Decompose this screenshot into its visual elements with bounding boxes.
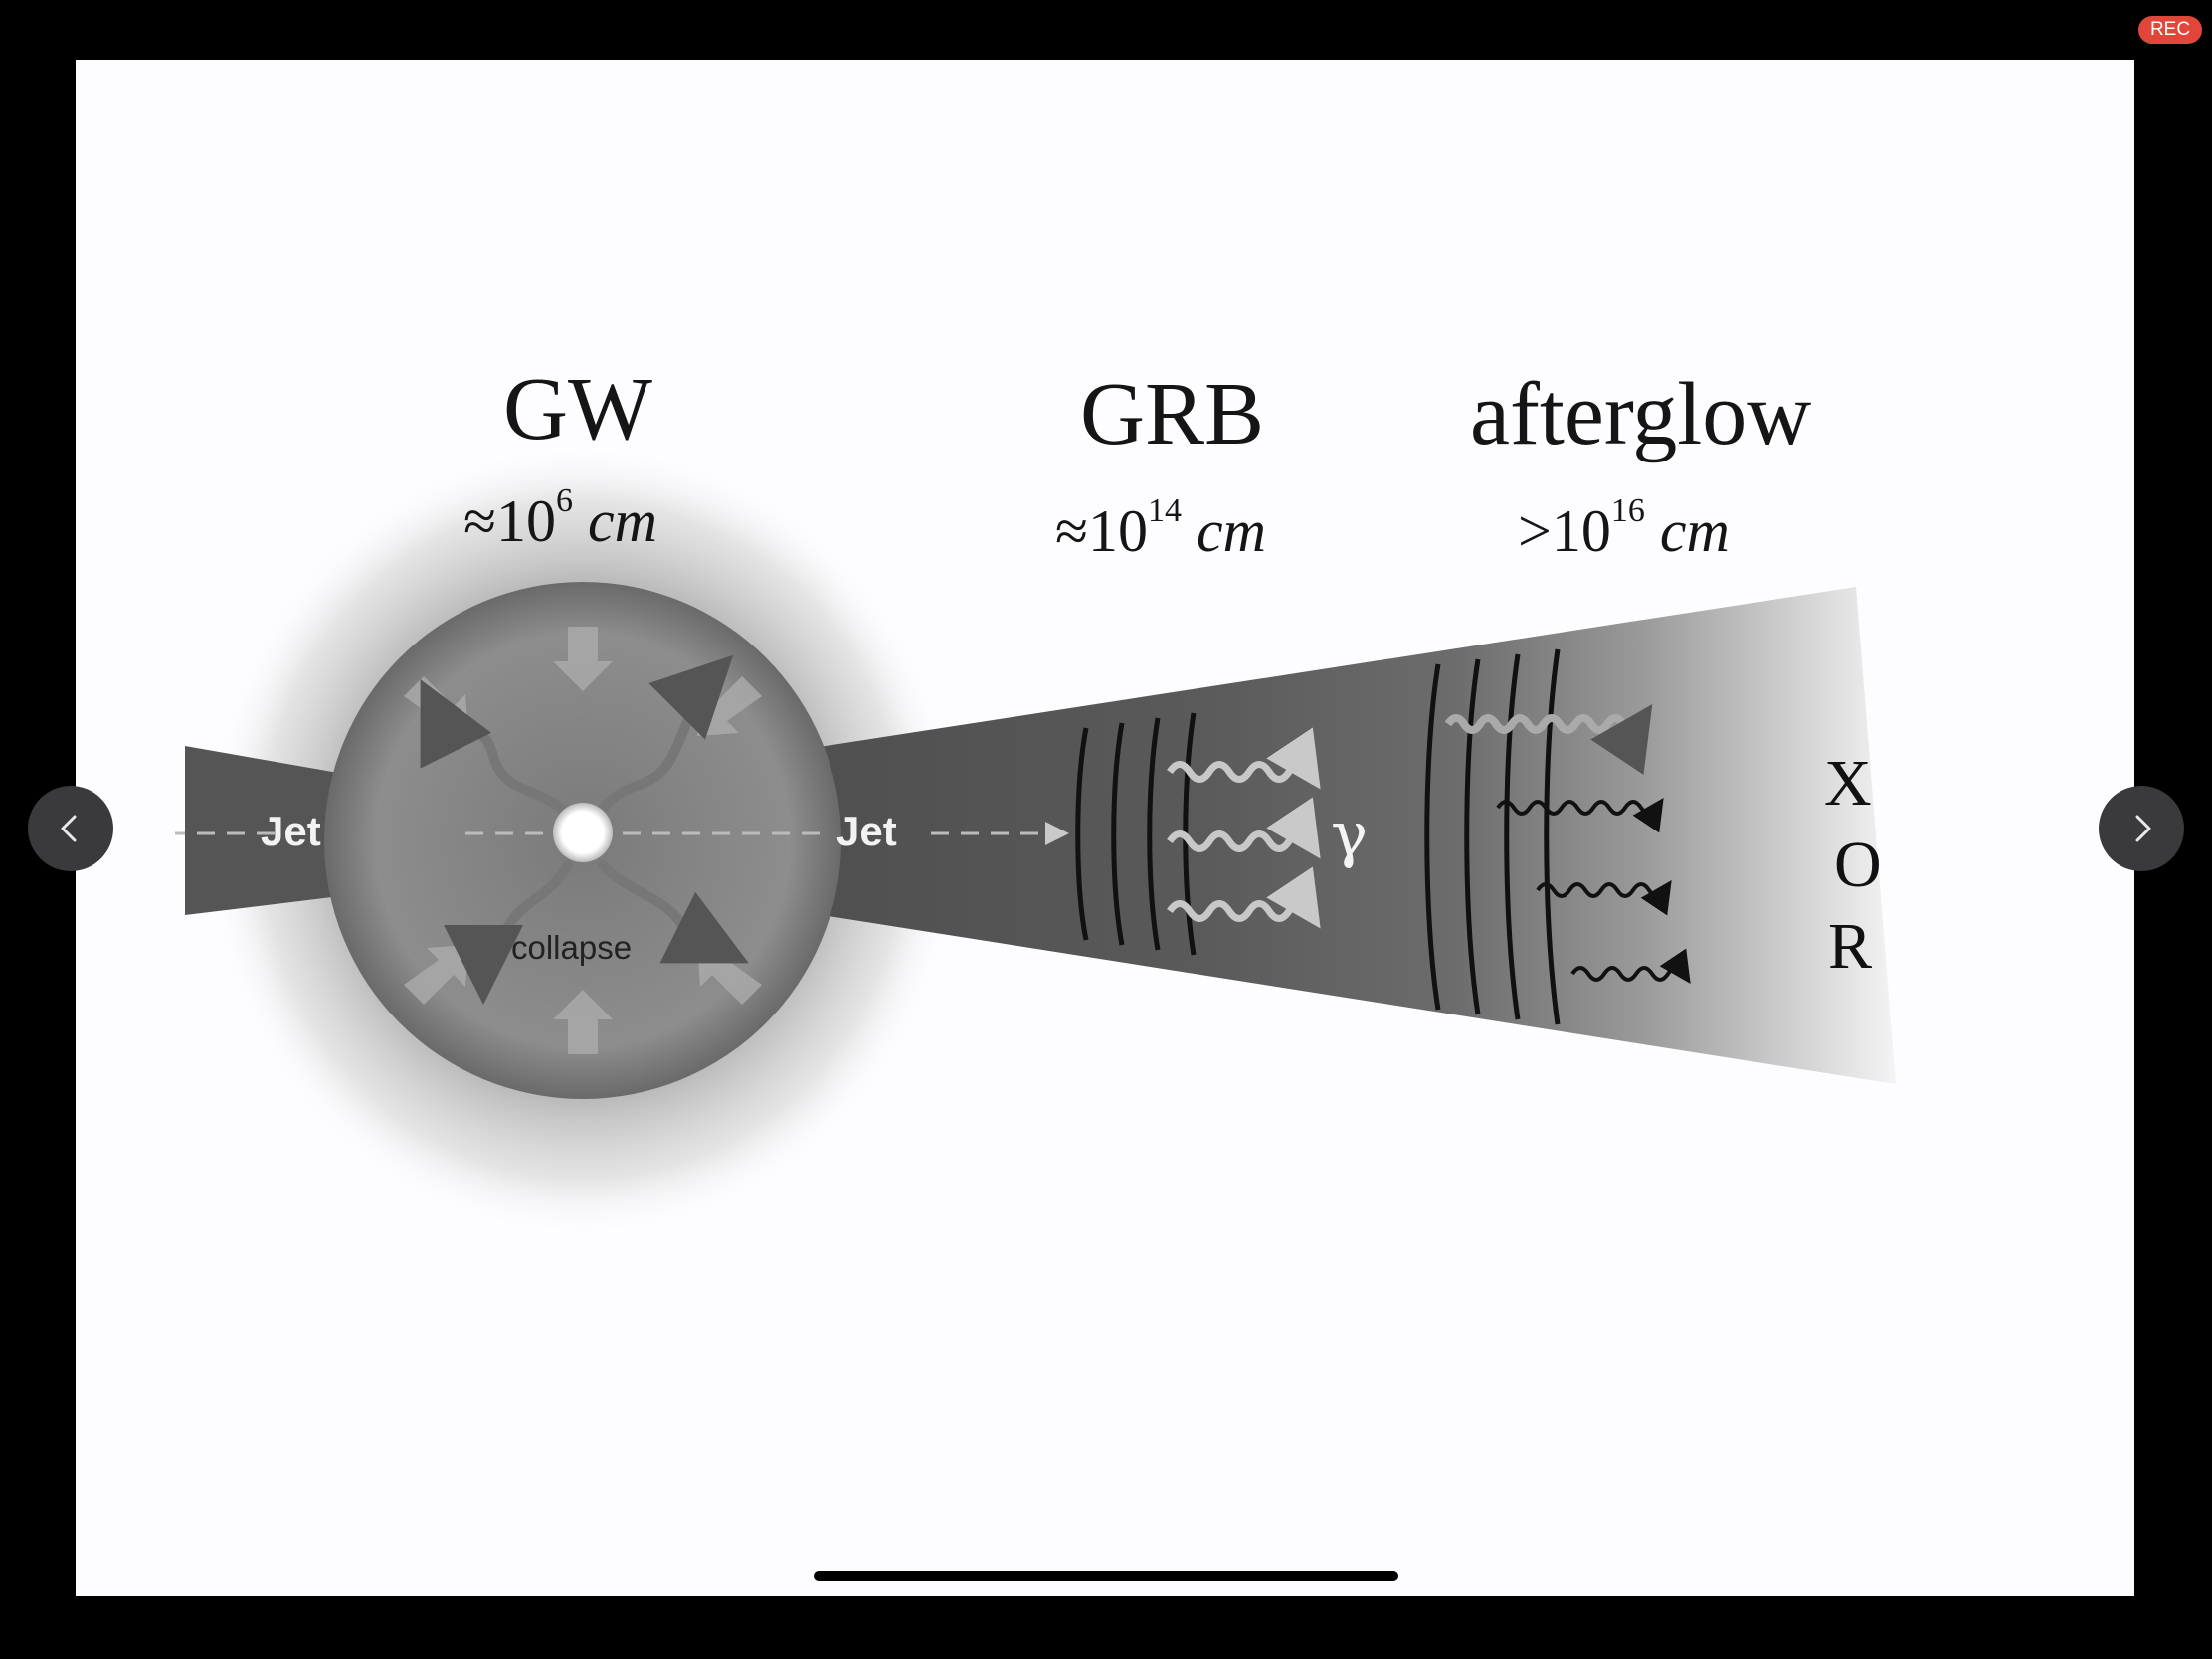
scale-exponent: 6 <box>555 482 573 519</box>
afterglow-arrows <box>1444 704 1691 984</box>
slide: GW ≈106 cm GRB ≈1014 cm afterglow >1016 … <box>76 60 2134 1596</box>
scale-exponent: 14 <box>1147 492 1182 529</box>
next-slide-button[interactable] <box>2099 786 2184 871</box>
scale-unit: cm <box>1196 498 1266 564</box>
home-indicator[interactable] <box>814 1571 1398 1581</box>
scale-unit: cm <box>587 488 657 554</box>
collapse-label: collapse <box>511 929 633 966</box>
stage-title-grb: GRB <box>1080 365 1265 463</box>
scale-exponent: 16 <box>1610 492 1645 529</box>
stage-scale-gw: ≈106 cm <box>463 484 657 556</box>
gamma-label: γ <box>1331 798 1369 870</box>
grb-diagram <box>175 443 1896 1238</box>
chevron-right-icon <box>2135 815 2151 842</box>
scale-unit: cm <box>1659 498 1730 564</box>
jet-label-left: Jet <box>261 808 321 854</box>
scale-prefix: ≈ <box>463 488 496 554</box>
central-engine <box>553 803 613 862</box>
scale-base: 10 <box>1551 498 1611 564</box>
band-label-x: X <box>1824 747 1872 820</box>
recording-badge: REC <box>2138 16 2202 44</box>
scale-prefix: ≈ <box>1055 498 1088 564</box>
stage-title-afterglow: afterglow <box>1470 365 1812 463</box>
stage-title-gw: GW <box>503 360 652 459</box>
scale-base: 10 <box>495 488 556 554</box>
stage-scale-grb: ≈1014 cm <box>1055 494 1266 566</box>
previous-slide-button[interactable] <box>28 786 113 871</box>
external-shocks <box>1424 648 1561 1025</box>
chevron-left-icon <box>61 815 77 842</box>
stage-scale-afterglow: >1016 cm <box>1518 494 1730 566</box>
band-label-r: R <box>1828 910 1873 983</box>
jet-label-right: Jet <box>836 808 897 854</box>
gamma-ray-arrows <box>1167 727 1321 929</box>
band-label-o: O <box>1834 829 1882 901</box>
scale-prefix: > <box>1518 498 1552 564</box>
ejecta-arrows <box>420 654 749 1005</box>
scale-base: 10 <box>1087 498 1148 564</box>
